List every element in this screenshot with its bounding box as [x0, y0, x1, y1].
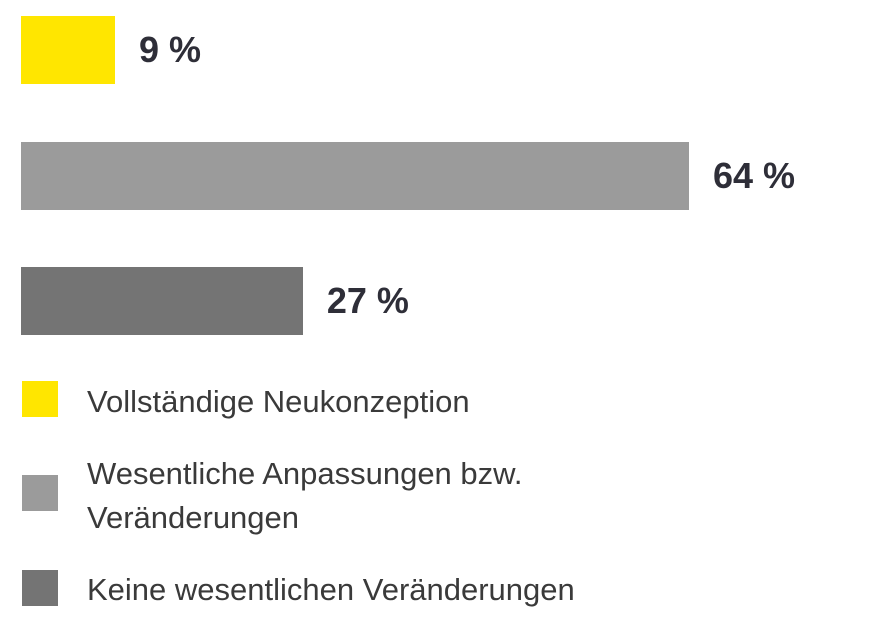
- value-label: 27 %: [326, 280, 409, 321]
- legend-label: Wesentliche Anpassungen bzw. Veränderung…: [87, 456, 523, 535]
- legend-swatch: [22, 381, 58, 417]
- value-label: 64 %: [713, 155, 796, 196]
- bar: [21, 16, 115, 84]
- legend-swatch: [22, 475, 58, 511]
- legend-swatch: [22, 570, 58, 606]
- legend-label: Vollständige Neukonzeption: [87, 384, 470, 419]
- legend-label: Keine wesentlichen Veränderungen: [87, 572, 575, 607]
- value-label: 9 %: [138, 29, 201, 70]
- bar: [21, 142, 689, 210]
- bar: [21, 267, 303, 335]
